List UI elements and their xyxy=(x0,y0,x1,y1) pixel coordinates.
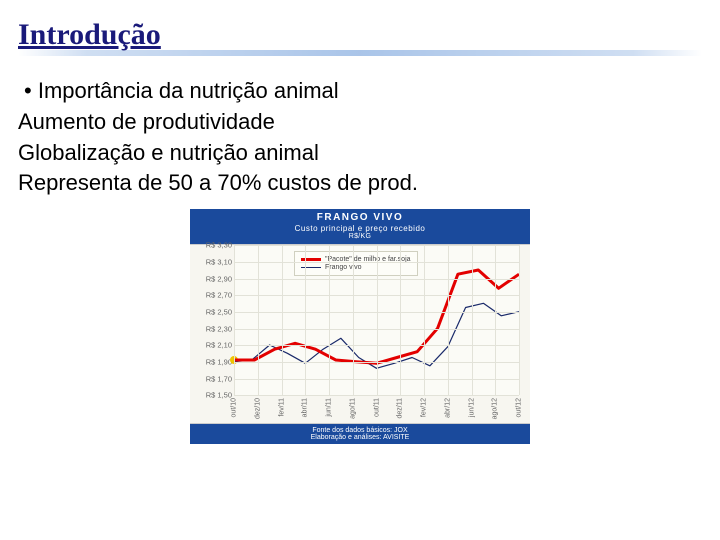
chart-footer: Fonte dos dados básicos: JOX Elaboração … xyxy=(190,424,530,444)
y-tick-label: R$ 3,10 xyxy=(206,257,232,266)
plot-area: "Pacote" de milho e far.soja Frango vivo xyxy=(234,245,519,395)
y-tick-label: R$ 2,30 xyxy=(206,324,232,333)
chart-header: FRANGO VIVO Custo principal e preço rece… xyxy=(190,209,530,244)
bullet-1: Importância da nutrição animal xyxy=(18,76,702,107)
x-tick-label: ago/11 xyxy=(349,398,356,419)
chart-footer-2: Elaboração e análises: AVISITE xyxy=(311,434,410,441)
x-tick-label: out/11 xyxy=(373,398,380,417)
x-tick-label: dez/11 xyxy=(397,398,404,419)
chart-footer-1: Fonte dos dados básicos: JOX xyxy=(312,427,407,434)
y-tick-label: R$ 1,90 xyxy=(206,357,232,366)
body-content: Importância da nutrição animal Aumento d… xyxy=(0,56,720,444)
chart-plot: R$ 3,30 R$ 3,10 R$ 2,90 R$ 2,70 R$ 2,50 R$ 2,… xyxy=(190,244,530,424)
line-3: Representa de 50 a 70% custos de prod. xyxy=(18,168,702,199)
chart-subtitle: Custo principal e preço recebido xyxy=(190,224,530,233)
x-axis: out/10 dez/10 fev/11 abr/11 jun/11 ago/11 out/… xyxy=(234,395,519,425)
y-tick-label: R$ 2,90 xyxy=(206,274,232,283)
x-tick-label: out/12 xyxy=(516,398,523,417)
chart-title: FRANGO VIVO xyxy=(317,212,404,223)
chart-unit: R$/KG xyxy=(190,233,530,240)
title-region: Introdução xyxy=(0,0,720,56)
y-tick-label: R$ 2,70 xyxy=(206,291,232,300)
chart-frango-vivo: FRANGO VIVO Custo principal e preço rece… xyxy=(190,209,530,444)
y-tick-label: R$ 1,50 xyxy=(206,391,232,400)
y-tick-label: R$ 2,10 xyxy=(206,341,232,350)
x-tick-label: fev/11 xyxy=(278,398,285,417)
page-title: Introdução xyxy=(18,18,702,54)
x-tick-label: ago/12 xyxy=(492,398,499,419)
x-tick-label: out/10 xyxy=(231,398,238,417)
x-tick-label: fev/12 xyxy=(421,398,428,417)
x-tick-label: jun/12 xyxy=(468,398,475,417)
x-tick-label: dez/10 xyxy=(254,398,261,419)
x-tick-label: jun/11 xyxy=(326,398,333,417)
y-axis: R$ 3,30R$ 3,10R$ 2,90R$ 2,70R$ 2,50R$ 2,… xyxy=(190,245,234,395)
line-1: Aumento de produtividade xyxy=(18,107,702,138)
x-tick-label: abr/12 xyxy=(444,398,451,418)
x-tick-label: abr/11 xyxy=(302,398,309,417)
y-tick-label: R$ 2,50 xyxy=(206,307,232,316)
y-tick-label: R$ 3,30 xyxy=(206,241,232,250)
y-tick-label: R$ 1,70 xyxy=(206,374,232,383)
line-2: Globalização e nutrição animal xyxy=(18,138,702,169)
